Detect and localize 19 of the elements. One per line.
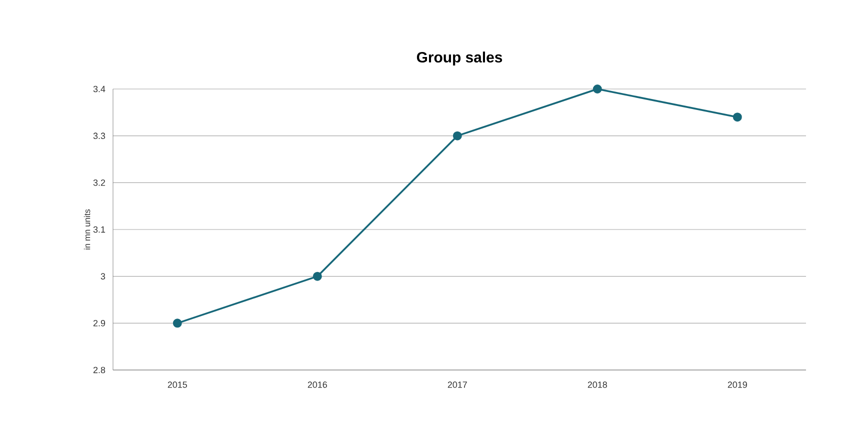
point xyxy=(172,318,182,328)
x-tick-label: 2019 xyxy=(728,382,747,388)
y-tick-label: 3.2 xyxy=(93,179,106,186)
point xyxy=(312,272,322,281)
point xyxy=(592,84,602,94)
chart-title: Group sales xyxy=(416,52,502,66)
y-tick-label: 3.3 xyxy=(93,132,106,140)
x-tick-label: 2018 xyxy=(588,382,607,388)
y-tick-label: 3.1 xyxy=(93,226,106,233)
x-tick-label: 2015 xyxy=(168,382,187,388)
y-tick-label: 3 xyxy=(100,273,106,280)
x-tick-label: 2016 xyxy=(308,382,327,388)
y-tick-label: 2.9 xyxy=(93,320,106,326)
point xyxy=(732,112,742,122)
y-tick-label: 3.4 xyxy=(93,86,106,92)
y-tick-label: 2.8 xyxy=(93,366,106,374)
point xyxy=(452,131,462,140)
x-tick-label: 2017 xyxy=(448,382,467,388)
y-axis-title: in mn units xyxy=(84,209,90,250)
